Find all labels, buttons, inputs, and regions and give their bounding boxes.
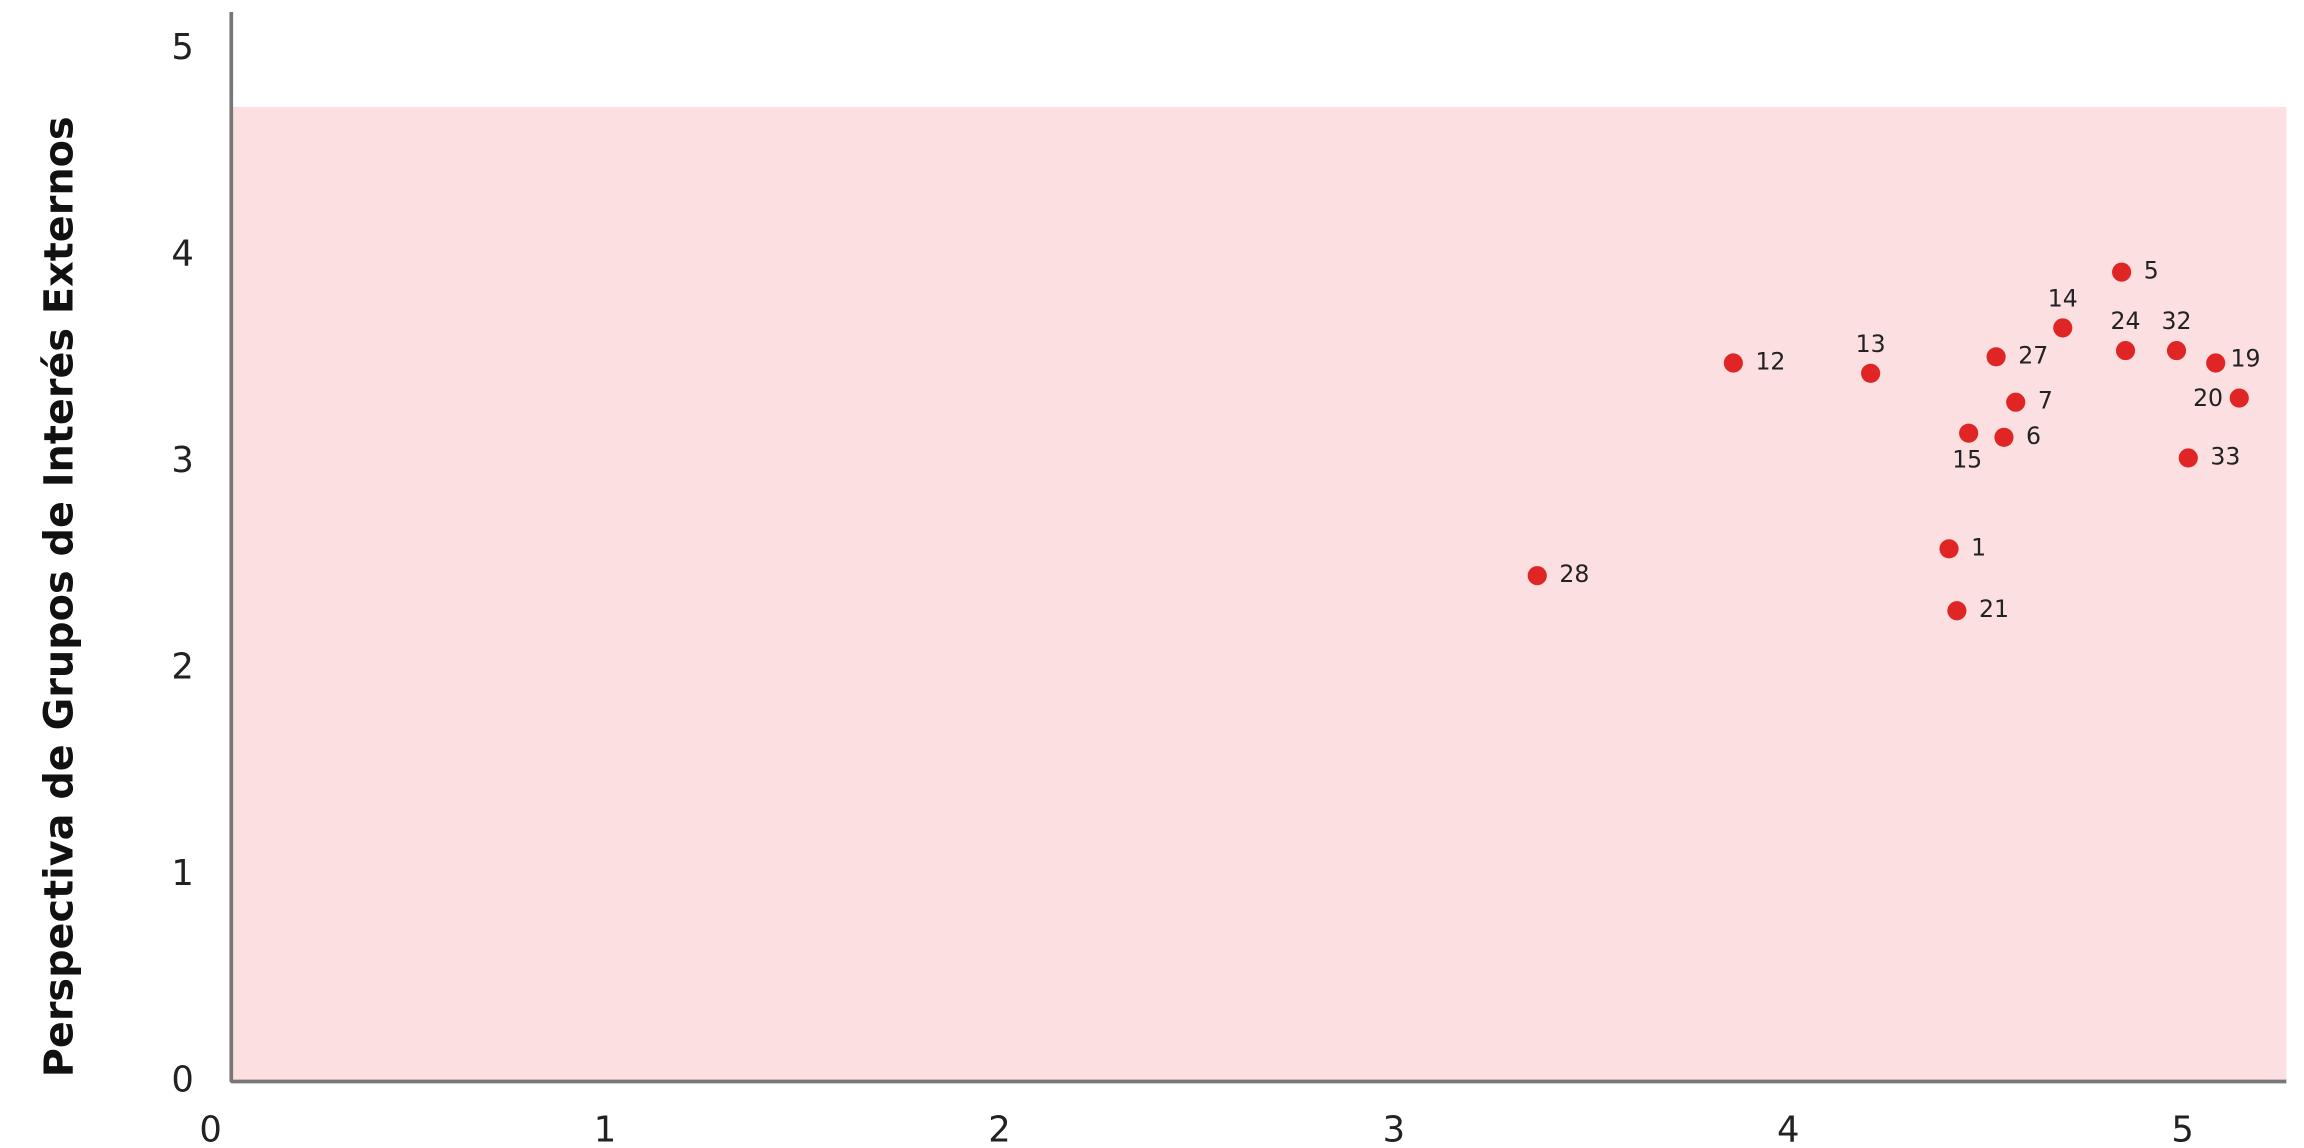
point-label: 32 — [2162, 307, 2192, 335]
point-label: 12 — [1755, 347, 1785, 375]
point — [1861, 363, 1881, 383]
y-tick-label: 3 — [171, 440, 194, 481]
x-tick-label: 4 — [1777, 1110, 1800, 1148]
y-tick-label: 4 — [171, 234, 194, 275]
point — [1947, 601, 1967, 621]
x-tick-label: 1 — [594, 1110, 617, 1148]
x-tick-label: 0 — [199, 1110, 222, 1148]
point-label: 1 — [1971, 533, 1986, 561]
point-label: 28 — [1559, 560, 1589, 588]
point — [1527, 566, 1547, 586]
point — [1986, 347, 2006, 367]
y-tick-label: 2 — [171, 647, 194, 688]
point — [2229, 388, 2249, 408]
y-tick-label: 1 — [171, 853, 194, 894]
point-label: 14 — [2048, 284, 2078, 312]
point-label: 15 — [1952, 446, 1982, 474]
point-label: 20 — [2193, 384, 2223, 412]
point-label: 13 — [1856, 330, 1886, 358]
y-tick-label: 0 — [171, 1059, 194, 1100]
point-label: 27 — [2018, 341, 2048, 369]
point — [2006, 392, 2026, 412]
point — [1994, 427, 2014, 447]
point — [2178, 448, 2198, 468]
x-tick-label: 3 — [1383, 1110, 1406, 1148]
point-label: 24 — [2111, 307, 2141, 335]
point-label: 6 — [2026, 422, 2041, 450]
point — [2053, 318, 2073, 338]
point-label: 21 — [1979, 595, 2009, 623]
point-label: 33 — [2210, 442, 2240, 470]
x-tick-label: 5 — [2171, 1110, 2194, 1148]
point — [2166, 341, 2187, 361]
point — [1959, 423, 1979, 443]
point — [2115, 341, 2136, 361]
point-label: 5 — [2144, 257, 2159, 285]
point-label: 19 — [2230, 345, 2260, 373]
x-tick-label: 2 — [988, 1110, 1011, 1148]
point — [1939, 539, 1959, 559]
point — [2112, 262, 2132, 282]
point-label: 7 — [2038, 387, 2053, 415]
y-tick-label: 5 — [171, 27, 194, 68]
y-axis-label: Perspectiva de Grupos de Interés Externo… — [36, 116, 82, 1077]
point — [1723, 353, 1743, 373]
shaded-region — [231, 106, 2287, 1082]
point — [2206, 353, 2226, 373]
